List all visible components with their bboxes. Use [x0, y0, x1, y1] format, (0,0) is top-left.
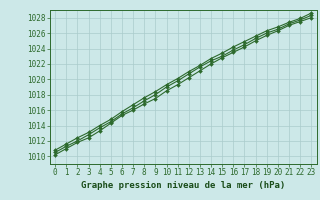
- X-axis label: Graphe pression niveau de la mer (hPa): Graphe pression niveau de la mer (hPa): [81, 181, 285, 190]
